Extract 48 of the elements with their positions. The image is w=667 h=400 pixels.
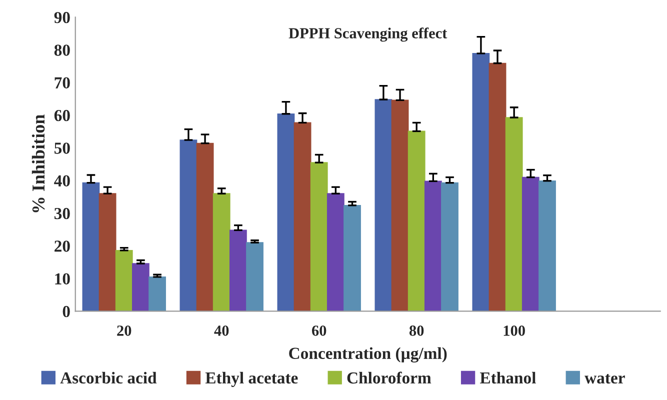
bar xyxy=(115,250,133,312)
legend-label: Ascorbic acid xyxy=(60,372,157,384)
legend-label: Chloroform xyxy=(347,372,432,384)
bar xyxy=(374,99,392,312)
bar xyxy=(98,193,116,312)
bar xyxy=(391,100,409,312)
bar xyxy=(180,140,198,312)
y-tick-label: 0 xyxy=(62,306,70,318)
bar xyxy=(441,182,458,312)
legend-label: Ethyl acetate xyxy=(205,372,298,387)
bar xyxy=(229,230,247,312)
text: DPPH Scavenging effect xyxy=(288,28,448,42)
bar xyxy=(82,182,100,312)
x-tick-label: 100 xyxy=(504,326,525,336)
bar xyxy=(132,263,150,312)
bar xyxy=(488,62,506,312)
bar xyxy=(505,117,523,312)
bar xyxy=(246,242,264,312)
bar xyxy=(326,193,344,312)
bar xyxy=(148,276,166,312)
bar xyxy=(538,180,556,312)
y-axis-title: % Inhibition xyxy=(32,114,45,212)
bar xyxy=(277,113,295,312)
legend-label: Ethanol xyxy=(480,372,536,384)
bar xyxy=(522,176,540,312)
x-tick-label: 20 xyxy=(117,326,132,336)
bar xyxy=(196,142,214,312)
bar xyxy=(472,53,490,312)
y-tick-label: 70 xyxy=(54,77,70,88)
x-tick-label: 60 xyxy=(312,326,326,336)
bar xyxy=(424,180,442,312)
y-tick-label: 10 xyxy=(55,273,70,284)
y-tick-label: 60 xyxy=(54,110,70,122)
bar xyxy=(294,122,312,312)
y-tick-label: 20 xyxy=(54,240,70,252)
y-tick-label: 30 xyxy=(54,208,70,220)
x-tick-label: 80 xyxy=(409,326,424,336)
bar xyxy=(408,130,426,312)
y-tick-label: 80 xyxy=(54,44,70,56)
y-tick-label: 90 xyxy=(54,12,70,24)
bar xyxy=(344,204,361,312)
bar xyxy=(310,162,328,312)
y-tick-label: 40 xyxy=(54,175,70,186)
y-tick-label: 50 xyxy=(54,142,70,154)
bar xyxy=(212,193,230,312)
x-tick-label: 40 xyxy=(214,326,229,336)
legend-label: water xyxy=(584,374,625,384)
x-axis-title: Concentration (µg/ml) xyxy=(289,347,447,363)
